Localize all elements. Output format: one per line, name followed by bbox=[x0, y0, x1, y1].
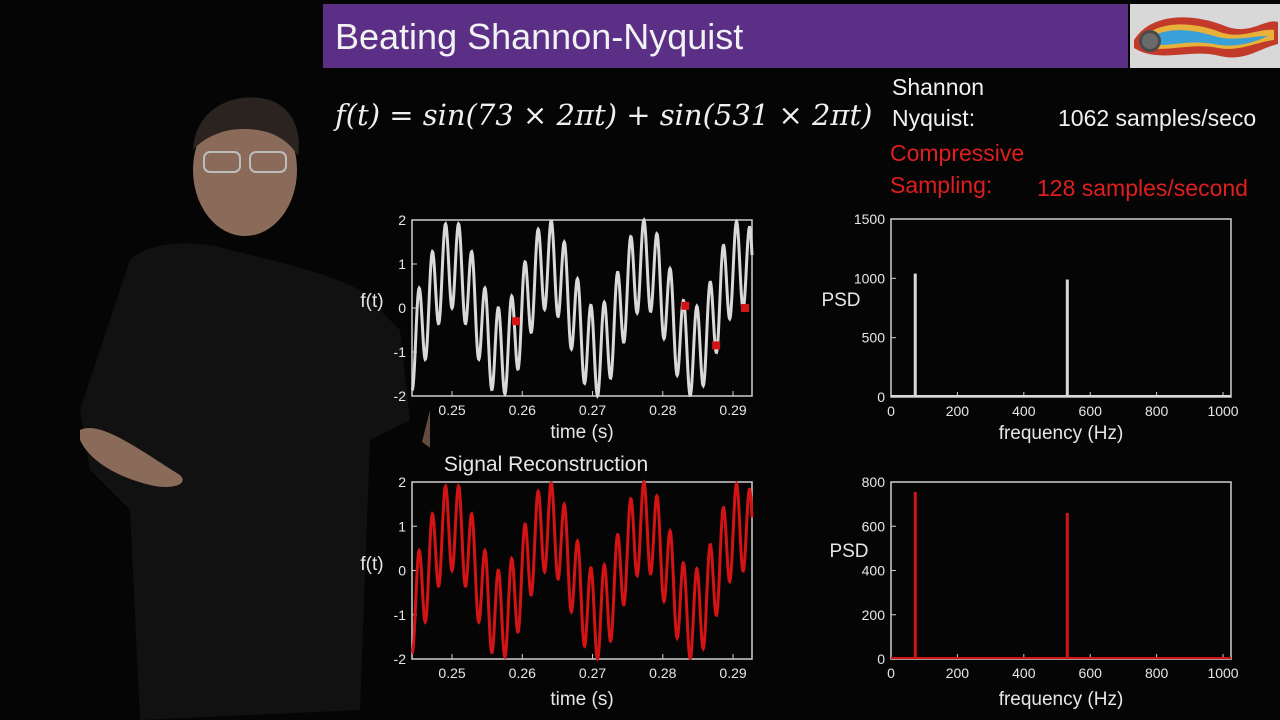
reconstruction-xlabel: time (s) bbox=[550, 689, 613, 710]
slide-title: Beating Shannon-Nyquist bbox=[335, 16, 744, 57]
reconstruction-ytick-label: 0 bbox=[398, 563, 406, 579]
reconstruction-psd-spike bbox=[913, 491, 917, 659]
reconstruction-title: Signal Reconstruction bbox=[444, 453, 648, 476]
signal-xtick-label: 0.29 bbox=[719, 402, 746, 418]
signal-psd-xtick-label: 0 bbox=[887, 403, 895, 419]
reconstruction-psd-ytick-label: 0 bbox=[877, 651, 885, 667]
shannon-label: Shannon bbox=[892, 74, 985, 100]
signal-psd-xtick-label: 600 bbox=[1079, 403, 1103, 419]
compressive-rate: 128 samples/second bbox=[1037, 175, 1248, 201]
signal-ytick-label: 1 bbox=[398, 256, 406, 272]
flow-logo bbox=[1130, 4, 1280, 68]
signal-psd-ylabel: PSD bbox=[821, 290, 860, 311]
sampling-label: Sampling: bbox=[890, 172, 993, 198]
reconstruction-psd-ytick-label: 800 bbox=[862, 474, 886, 490]
signal-xtick-label: 0.28 bbox=[649, 402, 676, 418]
signal-ytick-label: 2 bbox=[398, 212, 406, 228]
signal-psd-ytick-label: 500 bbox=[862, 330, 886, 346]
signal-ytick-label: -2 bbox=[394, 388, 407, 404]
reconstruction-series-line bbox=[410, 479, 754, 662]
reconstruction-ytick-label: -1 bbox=[394, 607, 407, 623]
signal-psd-spike bbox=[913, 273, 917, 397]
reconstruction-psd-xtick-label: 200 bbox=[946, 665, 970, 681]
compressive-label: Compressive bbox=[890, 140, 1025, 166]
reconstruction-xtick-label: 0.29 bbox=[719, 665, 746, 681]
reconstruction-ytick-label: 2 bbox=[398, 474, 406, 490]
reconstruction-psd-ytick-label: 600 bbox=[862, 518, 886, 534]
signal-sample-point bbox=[681, 301, 690, 310]
signal-xtick-label: 0.25 bbox=[438, 402, 465, 418]
signal-ytick-label: 0 bbox=[398, 300, 406, 316]
reconstruction-xtick-label: 0.28 bbox=[649, 665, 676, 681]
title-bar: Beating Shannon-Nyquist bbox=[323, 4, 1128, 68]
reconstruction-psd-xlabel: frequency (Hz) bbox=[999, 689, 1124, 710]
reconstruction-xtick-label: 0.25 bbox=[438, 665, 465, 681]
signal-psd-ytick-label: 0 bbox=[877, 389, 885, 405]
signal-xtick-label: 0.27 bbox=[579, 402, 606, 418]
signal-psd-xtick-label: 400 bbox=[1012, 403, 1036, 419]
signal-psd-xlabel: frequency (Hz) bbox=[999, 423, 1124, 444]
signal-ylabel: f(t) bbox=[360, 291, 383, 312]
signal-psd-spike bbox=[1065, 279, 1069, 397]
signal-formula: f(t) = sin(73 × 2πt) + sin(531 × 2πt) bbox=[335, 98, 873, 132]
signal-psd-frame bbox=[890, 218, 1232, 398]
reconstruction-psd-ytick-label: 400 bbox=[862, 563, 886, 579]
reconstruction-psd-xtick-label: 800 bbox=[1145, 665, 1169, 681]
signal-ytick-label: -1 bbox=[394, 344, 407, 360]
signal-sample-point bbox=[712, 341, 721, 350]
reconstruction-ylabel: f(t) bbox=[360, 554, 383, 575]
reconstruction-psd-frame bbox=[890, 481, 1232, 660]
signal-psd-xtick-label: 200 bbox=[946, 403, 970, 419]
reconstruction-xtick-label: 0.27 bbox=[579, 665, 606, 681]
reconstruction-psd-spike bbox=[1065, 512, 1069, 659]
reconstruction-ytick-label: -2 bbox=[394, 651, 407, 667]
signal-xtick-label: 0.26 bbox=[509, 402, 536, 418]
signal-psd-xtick-label: 800 bbox=[1145, 403, 1169, 419]
reconstruction-psd-ytick-label: 200 bbox=[862, 607, 886, 623]
signal-sample-point bbox=[511, 317, 520, 326]
nyquist-rate: 1062 samples/seco bbox=[1058, 105, 1257, 131]
signal-psd-ytick-label: 1000 bbox=[854, 270, 885, 286]
signal-series-line bbox=[410, 217, 754, 399]
signal-psd-xtick-label: 1000 bbox=[1207, 403, 1238, 419]
signal-psd-ytick-label: 1500 bbox=[854, 211, 885, 227]
signal-sample-point bbox=[740, 304, 749, 312]
reconstruction-psd-xtick-label: 400 bbox=[1012, 665, 1036, 681]
reconstruction-psd-ylabel: PSD bbox=[829, 541, 868, 562]
flow-logo-icon bbox=[1134, 17, 1278, 58]
reconstruction-psd-xtick-label: 0 bbox=[887, 665, 895, 681]
reconstruction-psd-xtick-label: 600 bbox=[1079, 665, 1103, 681]
reconstruction-xtick-label: 0.26 bbox=[509, 665, 536, 681]
signal-xlabel: time (s) bbox=[550, 422, 613, 443]
nyquist-label: Nyquist: bbox=[892, 105, 976, 131]
reconstruction-psd-xtick-label: 1000 bbox=[1207, 665, 1238, 681]
presenter-figure bbox=[80, 97, 430, 720]
reconstruction-ytick-label: 1 bbox=[398, 518, 406, 534]
